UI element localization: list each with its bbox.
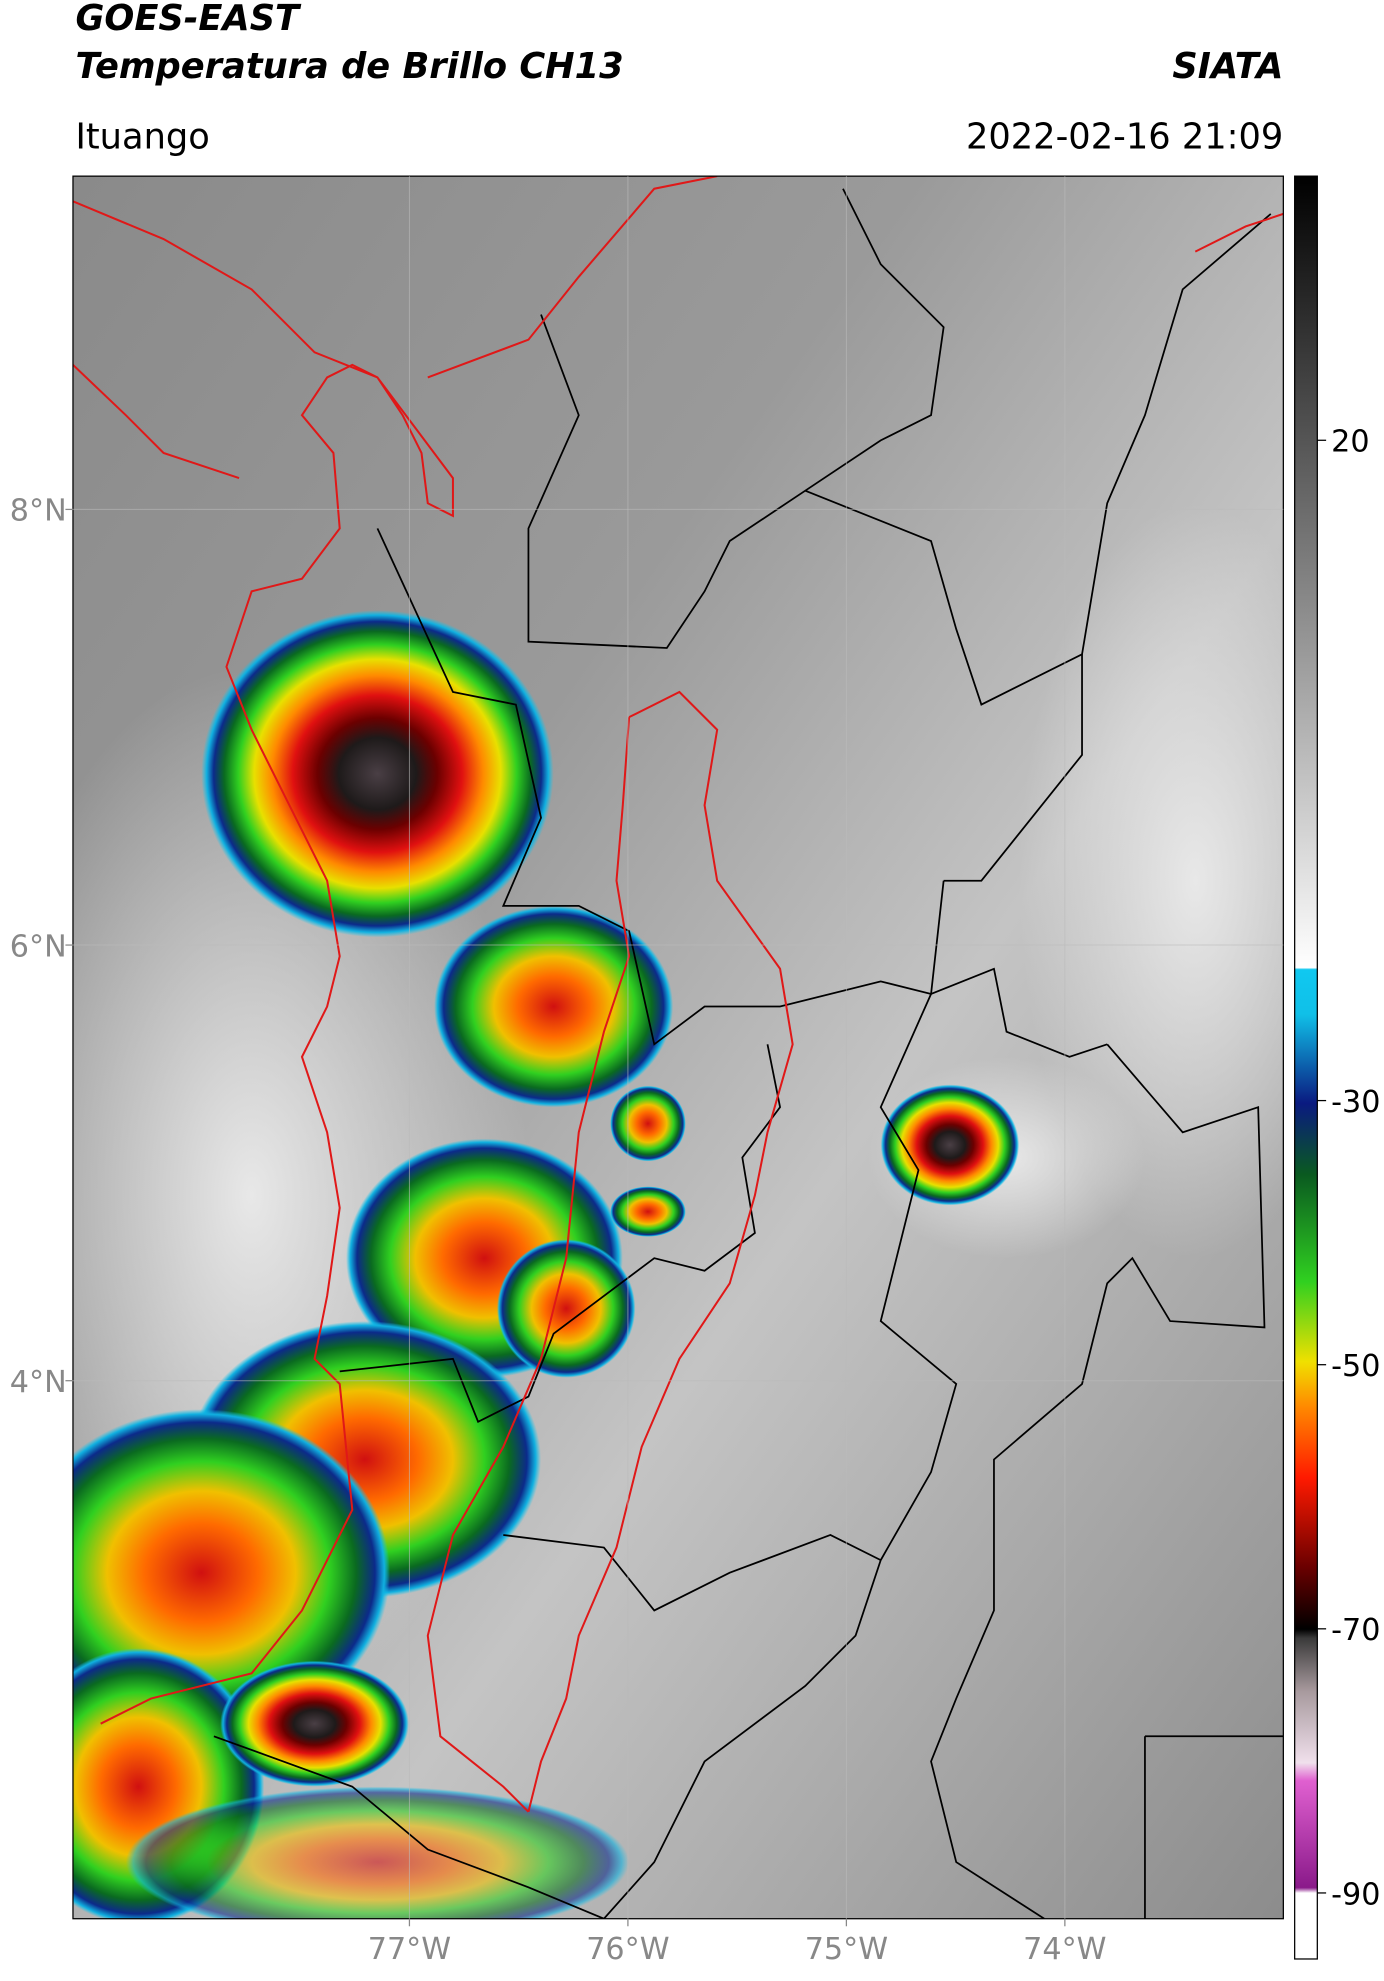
- borders: [213, 188, 1284, 1919]
- satellite-image: [72, 176, 1284, 1919]
- colorbar-tick-label: -90: [1331, 1877, 1380, 1912]
- colorbar-tick-label: 20: [1331, 425, 1369, 460]
- colorbar: [1294, 175, 1318, 1960]
- lat-tick-label: 8°N: [10, 494, 67, 529]
- lon-tick-label: 75°W: [805, 1932, 888, 1967]
- lon-tick-label: 76°W: [586, 1932, 669, 1967]
- title: GOES-EAST: [75, 0, 302, 39]
- colorbar-tick-label: -70: [1331, 1613, 1380, 1648]
- datetime: 2022-02-16 21:09: [966, 116, 1283, 157]
- cold-clouds: [72, 610, 1020, 1919]
- location: Ituango: [75, 116, 209, 157]
- coastline: [72, 176, 1284, 1813]
- lat-tick-label: 6°N: [10, 929, 67, 964]
- map-frame: [72, 175, 1284, 1920]
- lon-tick-label: 77°W: [368, 1932, 451, 1967]
- source: SIATA: [1172, 46, 1283, 87]
- subtitle: Temperatura de Brillo CH13: [75, 46, 623, 87]
- colorbar-tick-label: -50: [1331, 1349, 1380, 1384]
- lon-tick-label: 74°W: [1023, 1932, 1106, 1967]
- graticule: [72, 176, 1284, 1919]
- lat-tick-label: 4°N: [10, 1365, 67, 1400]
- colorbar-tick-label: -30: [1331, 1085, 1380, 1120]
